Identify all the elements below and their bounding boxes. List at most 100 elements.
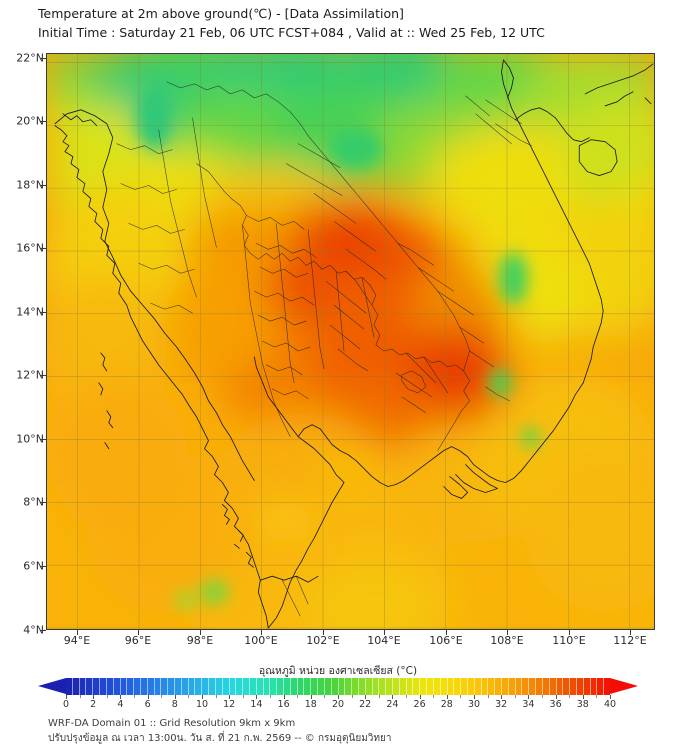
- colorbar-segment: [604, 678, 610, 695]
- colorbar-segment: [393, 678, 400, 695]
- colorbar-segment: [324, 678, 332, 695]
- colorbar-gradient[interactable]: [66, 678, 610, 695]
- colorbar-segment: [474, 678, 482, 695]
- colorbar-tick-label: 20: [331, 699, 345, 710]
- colorbar-segment: [120, 678, 128, 695]
- colorbar-segment: [461, 678, 468, 695]
- colorbar-tickmark: [270, 695, 271, 698]
- colorbar-segment: [290, 678, 298, 695]
- xtick-96E: 96°E: [124, 634, 152, 647]
- colorbar-tick-label: 38: [576, 699, 589, 710]
- colorbar-segment: [467, 678, 475, 695]
- colorbar-segment: [372, 678, 380, 695]
- colorbar-tickmark: [365, 695, 367, 699]
- colorbar-segment: [188, 678, 196, 695]
- ytick-20N: 20°N: [16, 114, 44, 128]
- colorbar-segment: [570, 678, 577, 695]
- xtickmark: [630, 630, 631, 635]
- colorbar-segment: [86, 678, 94, 695]
- colorbar-tickmark: [283, 695, 285, 699]
- ytick-4N: 4°N: [23, 623, 44, 637]
- colorbar-segment: [495, 678, 502, 695]
- colorbar-segment: [100, 678, 107, 695]
- colorbar-segment: [556, 678, 564, 695]
- colorbar-tickmark: [596, 695, 598, 698]
- colorbar-tick-label: 12: [223, 699, 236, 710]
- colorbar-segment: [236, 678, 244, 695]
- colorbar-tick-label: 18: [304, 699, 317, 710]
- colorbar-segment: [140, 678, 148, 695]
- colorbar-segment: [549, 678, 557, 695]
- colorbar-segment: [195, 678, 203, 695]
- colorbar-tick-label: 2: [90, 699, 97, 710]
- colorbar-segment: [147, 678, 155, 695]
- colorbar-tick-label: 22: [359, 699, 372, 710]
- colorbar-segment: [222, 678, 230, 695]
- colorbar-segment: [318, 678, 325, 695]
- xtickmark: [138, 630, 139, 635]
- colorbar-title: อุณหภูมิ หน่วย องศาเซลเซียส (°C): [258, 665, 418, 677]
- chart-header: Temperature at 2m above ground(℃) - [Dat…: [38, 4, 658, 42]
- colorbar-segment: [345, 678, 353, 695]
- colorbar-tickmark: [610, 695, 611, 699]
- colorbar-segment: [72, 678, 80, 695]
- colorbar-segment: [454, 678, 462, 695]
- colorbar-tickmark: [215, 695, 217, 698]
- colorbar-segment: [508, 678, 516, 695]
- colorbar-segment: [420, 678, 428, 695]
- colorbar-segment: [536, 678, 543, 695]
- colorbar-segment: [433, 678, 441, 695]
- xtickmark: [200, 630, 201, 635]
- colorbar-tickmark: [378, 695, 380, 698]
- colorbar-segment: [597, 678, 605, 695]
- colorbar-tickmark: [242, 695, 244, 698]
- ytick-12N: 12°N: [16, 368, 44, 382]
- colorbar-tickmark: [514, 695, 516, 698]
- colorbar-segment: [154, 678, 162, 695]
- xtickmark: [384, 630, 385, 635]
- colorbar-tickmark: [392, 695, 394, 699]
- colorbar-segment: [243, 678, 250, 695]
- colorbar-tickmark: [310, 695, 312, 699]
- colorbar-tick-label: 14: [250, 699, 263, 710]
- colorbar-tickmark: [202, 695, 203, 699]
- colorbar-segment: [502, 678, 509, 695]
- colorbar[interactable]: [38, 678, 638, 695]
- footer-model-info: WRF-DA Domain 01 :: Grid Resolution 9km …: [48, 718, 296, 729]
- colorbar-segment: [127, 678, 135, 695]
- colorbar-tickmark: [66, 695, 67, 699]
- colorbar-segment: [590, 678, 598, 695]
- colorbar-segment: [106, 678, 114, 695]
- colorbar-tick-label: 8: [171, 699, 178, 710]
- colorbar-segment: [270, 678, 278, 695]
- colorbar-tickmark: [134, 695, 135, 698]
- colorbar-tickmark: [256, 695, 258, 699]
- colorbar-segment: [447, 678, 455, 695]
- colorbar-segment: [277, 678, 284, 695]
- ytick-22N: 22°N: [16, 51, 44, 65]
- colorbar-segment: [338, 678, 346, 695]
- colorbar-tickmark: [542, 695, 543, 698]
- colorbar-segment: [215, 678, 223, 695]
- ytickmark: [40, 185, 46, 186]
- xtickmark: [446, 630, 447, 635]
- colorbar-tickmark: [297, 695, 299, 698]
- colorbar-tickmark: [324, 695, 326, 698]
- xtickmark: [569, 630, 570, 635]
- xtick-106E: 106°E: [429, 634, 463, 647]
- chart-subtitle: Initial Time : Saturday 21 Feb, 06 UTC F…: [38, 25, 545, 40]
- colorbar-segment: [331, 678, 339, 695]
- colorbar-segment: [583, 678, 591, 695]
- colorbar-tick-label: 24: [386, 699, 399, 710]
- colorbar-segment: [440, 678, 448, 695]
- colorbar-tickmark: [188, 695, 190, 698]
- colorbar-tick-label: 10: [195, 699, 209, 710]
- coastline-and-borders: [54, 59, 654, 629]
- colorbar-tickmark: [229, 695, 231, 699]
- colorbar-tickmark: [147, 695, 149, 699]
- colorbar-tickmark: [419, 695, 421, 699]
- colorbar-ticks: 0 2 4 6 8 10 12 14 16 18 20 22 24 26 28 30 32 34 36 38 40: [38, 695, 638, 713]
- colorbar-tickmark: [93, 695, 95, 699]
- xtick-110E: 110°E: [552, 634, 586, 647]
- colorbar-segment: [427, 678, 434, 695]
